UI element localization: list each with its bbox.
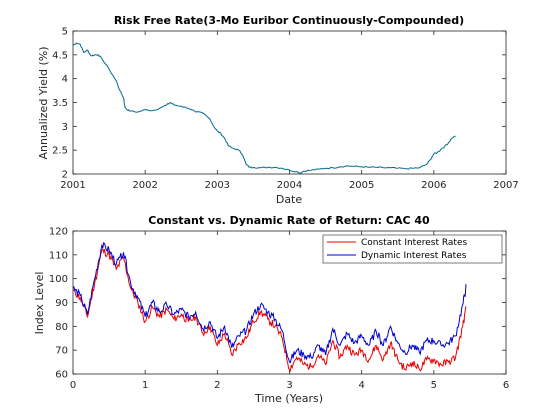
cac40-x-label: Time (Years) [254, 392, 323, 405]
cac40-y-label: Index Level [33, 272, 46, 335]
cac40-y-tick-label: 70 [55, 346, 68, 357]
cac40-y-tick-label: 90 [55, 298, 68, 309]
legend-label-dynamic: Dynamic Interest Rates [361, 251, 467, 261]
cac40-y-tick-label: 100 [49, 274, 68, 285]
risk-free-rate-line [72, 42, 456, 174]
cac40-x-tick-label: 4 [358, 380, 364, 391]
cac40-return-chart: Constant vs. Dynamic Rate of Return: CAC… [33, 214, 509, 405]
risk-free-rate-x-tick-label: 2006 [421, 180, 446, 191]
cac40-x-tick-label: 5 [431, 380, 437, 391]
cac40-y-tick-label: 60 [55, 370, 68, 381]
cac40-y-tick-label: 110 [49, 250, 68, 261]
risk-free-rate-x-tick-label: 2001 [60, 180, 85, 191]
risk-free-rate-y-tick-label: 3.5 [52, 98, 68, 109]
dynamic-rate-series-line [72, 241, 467, 364]
risk-free-rate-y-tick-label: 2.5 [52, 146, 68, 157]
cac40-x-tick-label: 3 [286, 380, 292, 391]
cac40-x-tick-label: 1 [142, 380, 148, 391]
risk-free-rate-title: Risk Free Rate(3-Mo Euribor Continuously… [114, 14, 464, 27]
cac40-x-tick-label: 6 [503, 380, 509, 391]
legend-label-constant: Constant Interest Rates [361, 238, 468, 248]
risk-free-rate-x-tick-label: 2002 [132, 180, 157, 191]
risk-free-rate-x-label: Date [276, 193, 303, 206]
risk-free-rate-y-tick-label: 4 [62, 74, 68, 85]
risk-free-rate-chart: Risk Free Rate(3-Mo Euribor Continuously… [37, 14, 519, 206]
cac40-x-ticks: 0 1 2 3 4 5 6 [70, 231, 509, 391]
cac40-legend: Constant Interest Rates Dynamic Interest… [322, 234, 503, 264]
risk-free-rate-axes [72, 30, 507, 175]
cac40-y-tick-label: 120 [49, 227, 68, 238]
risk-free-rate-y-label: Annualized Yield (%) [37, 46, 50, 159]
legend-box [322, 234, 503, 264]
risk-free-rate-x-tick-label: 2007 [493, 180, 518, 191]
risk-free-rate-x-ticks: 2001 2002 2003 2004 2005 2006 2007 [60, 31, 519, 191]
risk-free-rate-y-tick-label: 5 [62, 27, 68, 38]
risk-free-rate-x-tick-label: 2003 [205, 180, 230, 191]
risk-free-rate-x-tick-label: 2004 [277, 180, 302, 191]
cac40-title: Constant vs. Dynamic Rate of Return: CAC… [148, 214, 430, 227]
risk-free-rate-y-tick-label: 4.5 [52, 50, 68, 61]
risk-free-rate-y-tick-label: 2 [62, 170, 68, 181]
cac40-y-ticks: 60 70 80 90 100 110 120 [49, 227, 506, 381]
risk-free-rate-x-tick-label: 2005 [349, 180, 374, 191]
cac40-x-tick-label: 0 [70, 380, 76, 391]
cac40-y-tick-label: 80 [55, 322, 68, 333]
constant-rate-series-line [72, 247, 467, 373]
risk-free-rate-y-ticks: 2 2.5 3 3.5 4 4.5 5 [52, 27, 506, 181]
risk-free-rate-y-tick-label: 3 [62, 122, 68, 133]
cac40-x-tick-label: 2 [214, 380, 220, 391]
